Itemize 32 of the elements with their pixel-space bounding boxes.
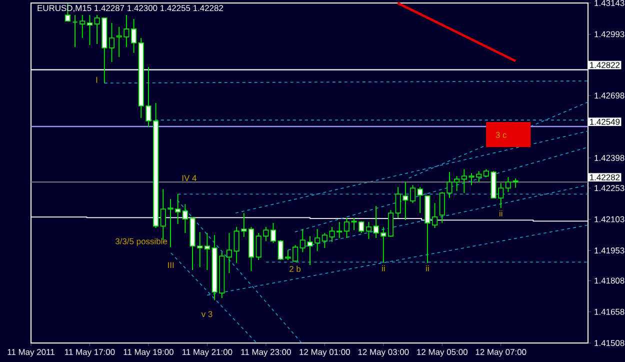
ref-line-label: 1.42822 — [590, 62, 620, 68]
annotation: I — [96, 76, 98, 83]
x-tick-label: 11 May 23:00 — [241, 349, 291, 357]
annotation: 3/3/5 possible — [115, 238, 168, 246]
annotation: 3 c — [496, 132, 507, 138]
y-tick-label: 1.42698 — [594, 92, 624, 99]
y-tick-label: 1.43143 — [594, 0, 624, 6]
annotation: ii — [382, 265, 385, 272]
x-tick-label: 11 May 19:00 — [124, 349, 174, 357]
y-tick-label: 1.41658 — [594, 308, 624, 315]
x-tick-label: 11 May 21:00 — [182, 349, 232, 357]
annotation: III — [168, 262, 174, 268]
annotation: 2 b — [290, 266, 301, 272]
x-tick-label: 11 May 17:00 — [65, 349, 115, 357]
annotation: ii — [500, 210, 502, 216]
y-tick-label: 1.42253 — [594, 185, 624, 192]
y-tick-label: 1.42398 — [594, 154, 624, 161]
x-tick-label: 12 May 03:00 — [358, 349, 409, 357]
x-tick-label: 12 May 05:00 — [417, 349, 468, 357]
ref-line-label: 1.42549 — [590, 118, 620, 125]
y-tick-label: 1.41808 — [594, 278, 624, 284]
y-tick-label: 1.42993 — [594, 31, 624, 38]
y-tick-label: 1.42103 — [594, 216, 624, 222]
y-tick-label: 1.41953 — [594, 247, 624, 254]
y-tick-label: 1.41508 — [594, 340, 624, 346]
x-tick-label: 12 May 01:00 — [300, 349, 350, 357]
x-tick-label: 11 May 2011 — [8, 349, 54, 357]
ref-line-label: 1.42282 — [590, 174, 620, 180]
annotation: v 3 — [201, 311, 212, 318]
x-tick-label: 12 May 07:00 — [476, 349, 526, 357]
annotation: IV 4 — [182, 175, 196, 182]
annotation: ii — [426, 265, 429, 272]
